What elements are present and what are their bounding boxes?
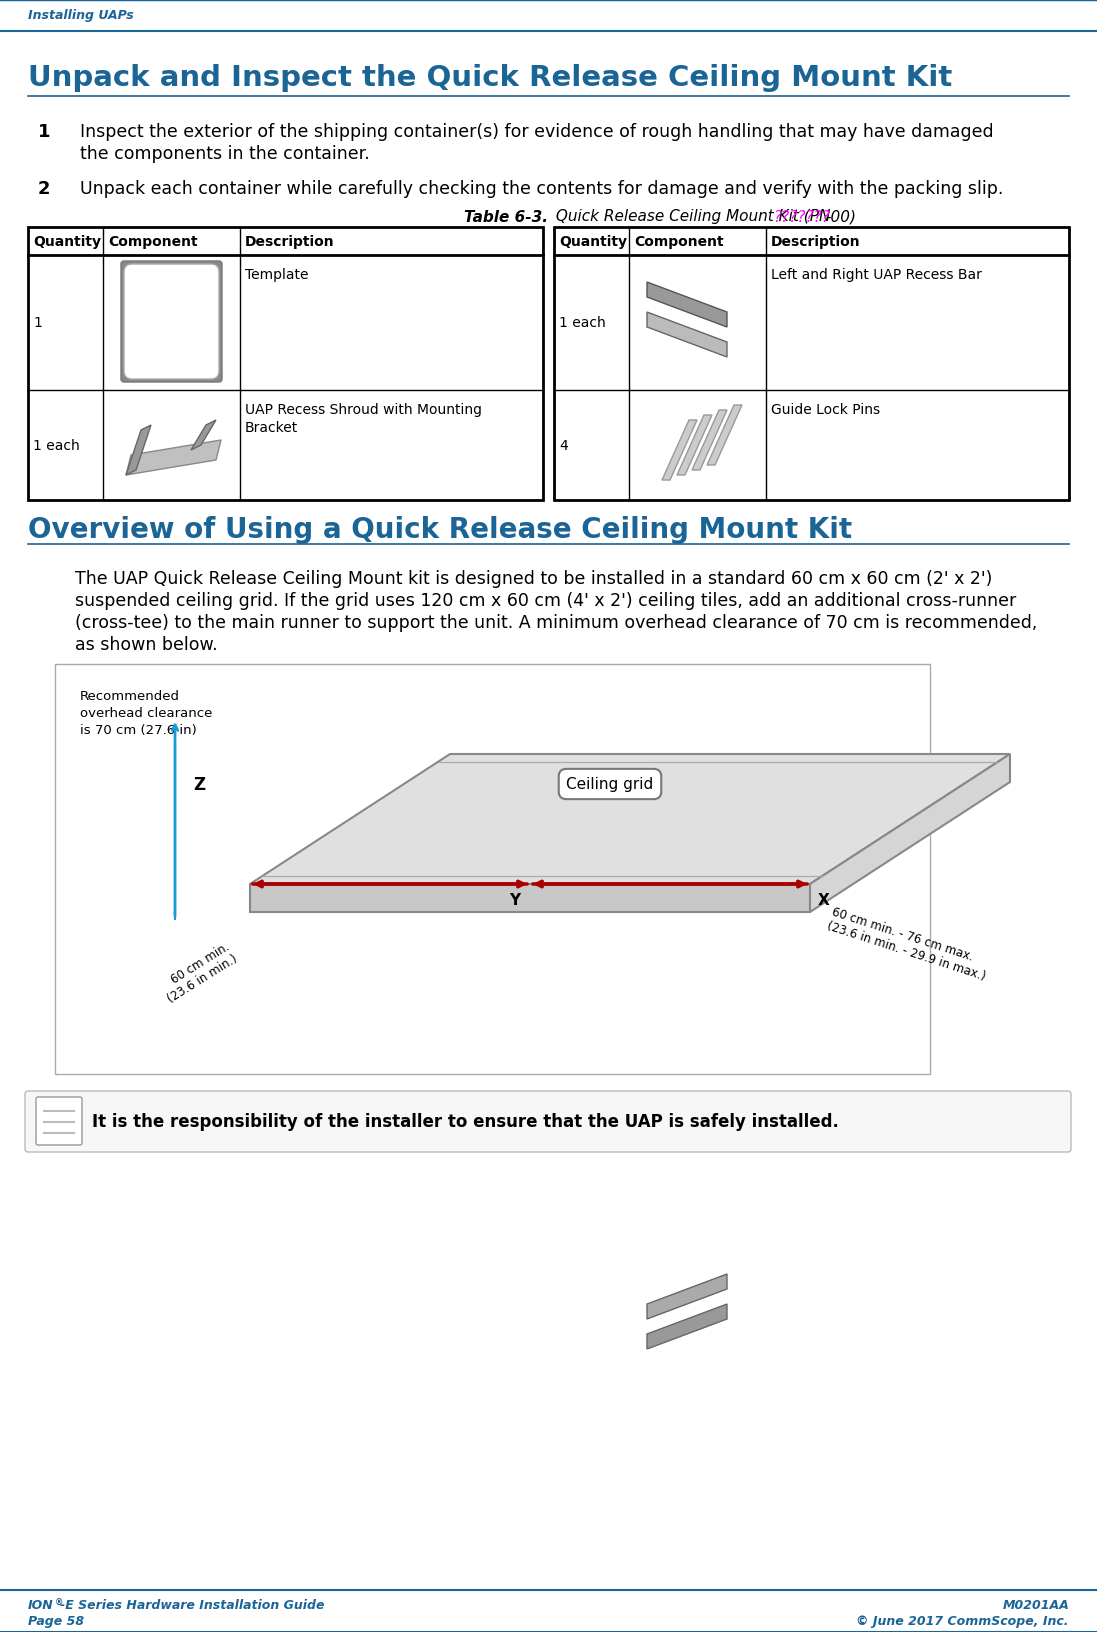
Text: (cross-tee) to the main runner to support the unit. A minimum overhead clearance: (cross-tee) to the main runner to suppor… [75,614,1038,632]
Text: ???????: ??????? [773,209,829,224]
Text: Recommended
overhead clearance
is 70 cm (27.6 in): Recommended overhead clearance is 70 cm … [80,690,213,736]
Text: 2: 2 [38,180,50,197]
Text: Table 6-3.: Table 6-3. [464,209,548,224]
Polygon shape [647,1304,727,1350]
Polygon shape [191,421,216,450]
Text: 1 each: 1 each [33,439,80,452]
Text: Left and Right UAP Recess Bar: Left and Right UAP Recess Bar [771,268,982,282]
Polygon shape [661,421,697,481]
Text: -00): -00) [825,209,856,224]
Text: 4: 4 [559,439,568,452]
Polygon shape [126,426,151,475]
Text: Bracket: Bracket [245,421,298,434]
FancyBboxPatch shape [25,1092,1071,1152]
Text: ION: ION [29,1598,54,1611]
Text: as shown below.: as shown below. [75,635,217,653]
Text: -E Series Hardware Installation Guide: -E Series Hardware Installation Guide [60,1598,325,1611]
Text: 60 cm min.
(23.6 in min.): 60 cm min. (23.6 in min.) [158,940,240,1005]
Text: Quick Release Ceiling Mount Kit (PN: Quick Release Ceiling Mount Kit (PN [551,209,835,224]
Polygon shape [810,754,1010,912]
Text: Guide Lock Pins: Guide Lock Pins [771,403,880,416]
Text: Inspect the exterior of the shipping container(s) for evidence of rough handling: Inspect the exterior of the shipping con… [80,122,994,140]
Text: The UAP Quick Release Ceiling Mount kit is designed to be installed in a standar: The UAP Quick Release Ceiling Mount kit … [75,570,993,588]
Polygon shape [250,754,1010,885]
Text: M0201AA: M0201AA [1003,1598,1068,1611]
Text: Overview of Using a Quick Release Ceiling Mount Kit: Overview of Using a Quick Release Ceilin… [29,516,852,543]
Text: Z: Z [193,775,205,793]
Text: 1: 1 [33,317,42,330]
Text: Template: Template [245,268,308,282]
Text: 60 cm min. - 76 cm max.
(23.6 in min. - 29.9 in max.): 60 cm min. - 76 cm max. (23.6 in min. - … [825,904,992,982]
Text: Description: Description [245,235,335,248]
Polygon shape [250,885,810,912]
Text: It is the responsibility of the installer to ensure that the UAP is safely insta: It is the responsibility of the installe… [92,1113,839,1131]
Text: 1 each: 1 each [559,317,606,330]
Bar [29,228,543,501]
Polygon shape [126,441,220,475]
FancyBboxPatch shape [121,261,222,384]
Bar [55,664,930,1074]
Text: Quantity: Quantity [33,235,101,248]
Text: Ceiling grid: Ceiling grid [566,777,654,792]
Text: Page 58: Page 58 [29,1614,84,1627]
Bar [554,228,1068,501]
Text: © June 2017 CommScope, Inc.: © June 2017 CommScope, Inc. [857,1614,1068,1627]
Polygon shape [692,411,727,470]
Text: the components in the container.: the components in the container. [80,145,370,163]
Polygon shape [647,313,727,357]
Text: Installing UAPs: Installing UAPs [29,10,134,23]
Polygon shape [647,1275,727,1319]
Text: Quantity: Quantity [559,235,627,248]
Text: Y: Y [509,893,520,907]
Polygon shape [647,282,727,328]
Text: Unpack and Inspect the Quick Release Ceiling Mount Kit: Unpack and Inspect the Quick Release Cei… [29,64,952,91]
Polygon shape [677,416,712,475]
Text: Component: Component [634,235,724,248]
FancyBboxPatch shape [124,264,219,380]
Text: 1: 1 [38,122,50,140]
FancyBboxPatch shape [36,1097,82,1146]
Text: suspended ceiling grid. If the grid uses 120 cm x 60 cm (4' x 2') ceiling tiles,: suspended ceiling grid. If the grid uses… [75,592,1016,610]
Text: Component: Component [108,235,197,248]
Polygon shape [706,406,742,465]
Text: Unpack each container while carefully checking the contents for damage and verif: Unpack each container while carefully ch… [80,180,1004,197]
Text: X: X [818,893,829,907]
Text: UAP Recess Shroud with Mounting: UAP Recess Shroud with Mounting [245,403,482,416]
Text: ®: ® [55,1598,64,1606]
Text: Description: Description [771,235,861,248]
